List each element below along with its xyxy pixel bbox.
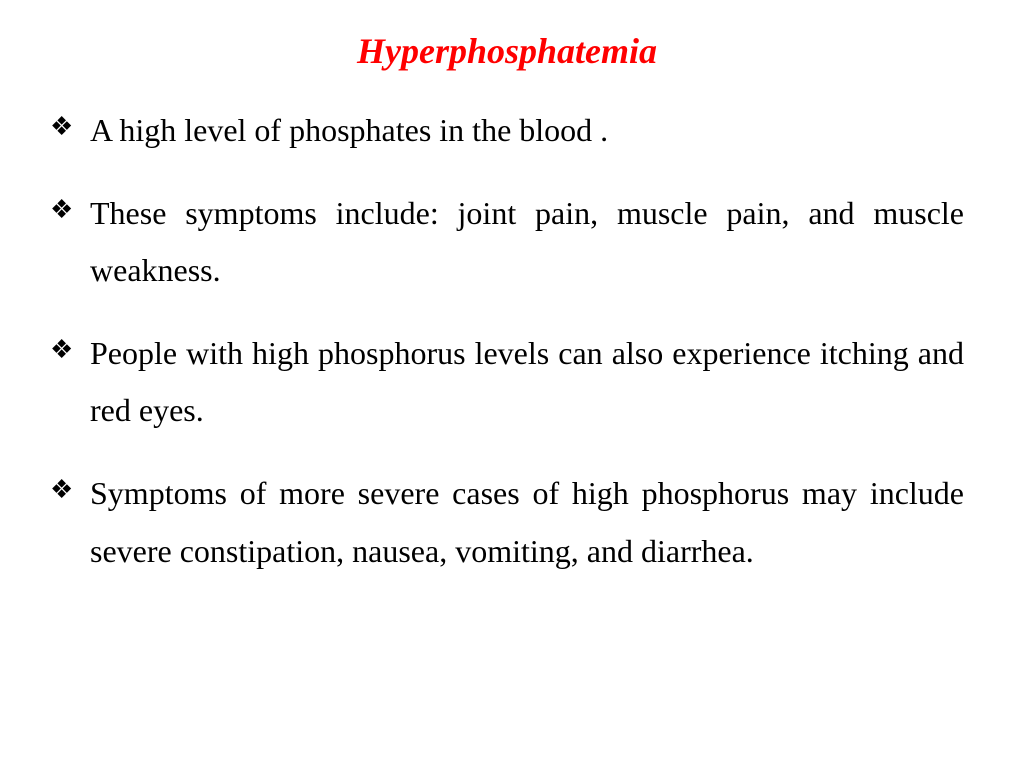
bullet-icon: ❖ — [50, 325, 73, 374]
list-item-text: People with high phosphorus levels can a… — [90, 335, 964, 429]
slide-title: Hyperphosphatemia — [50, 30, 964, 72]
list-item: ❖ People with high phosphorus levels can… — [50, 325, 964, 440]
bullet-icon: ❖ — [50, 185, 73, 234]
list-item: ❖ These symptoms include: joint pain, mu… — [50, 185, 964, 300]
list-item-text: A high level of phosphates in the blood … — [90, 112, 608, 148]
list-item-text: These symptoms include: joint pain, musc… — [90, 195, 964, 289]
bullet-icon: ❖ — [50, 465, 73, 514]
list-item-text: Symptoms of more severe cases of high ph… — [90, 475, 964, 569]
list-item: ❖ Symptoms of more severe cases of high … — [50, 465, 964, 580]
list-item: ❖ A high level of phosphates in the bloo… — [50, 102, 964, 160]
bullet-list: ❖ A high level of phosphates in the bloo… — [50, 102, 964, 580]
bullet-icon: ❖ — [50, 102, 73, 151]
